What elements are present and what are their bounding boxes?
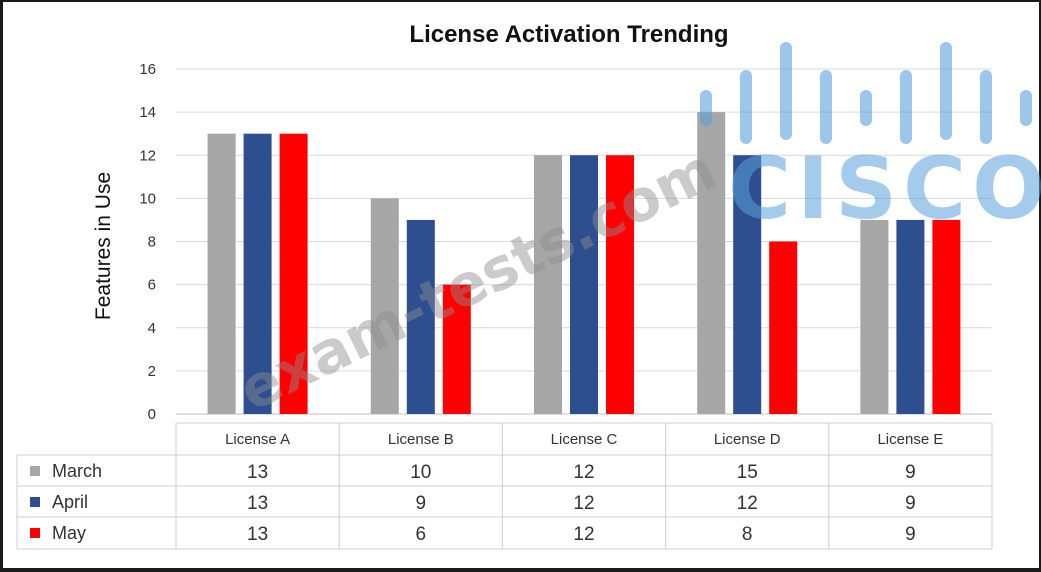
- data-label: 9: [905, 524, 916, 545]
- y-tick-label: 10: [139, 190, 156, 207]
- cisco-logo-bars-icon: [700, 42, 1032, 144]
- bar-march-3: [534, 155, 562, 414]
- category-label: License B: [388, 431, 454, 448]
- cisco-logo-text: CISCO: [728, 139, 1041, 239]
- bar-may-5: [932, 219, 961, 414]
- bar-march-2: [370, 198, 399, 414]
- y-tick-label: 12: [139, 147, 156, 164]
- data-label: 6: [416, 524, 427, 545]
- bar-may-1: [279, 133, 308, 414]
- data-label: 12: [573, 462, 594, 483]
- data-label: 13: [247, 493, 268, 514]
- bar-may-3: [606, 155, 634, 414]
- y-tick-label: 6: [148, 277, 156, 294]
- data-label: 8: [742, 524, 753, 545]
- y-tick-label: 16: [139, 61, 156, 78]
- legend-swatch-may: [30, 528, 40, 538]
- data-label: 15: [737, 462, 758, 483]
- bar-april-5: [896, 219, 925, 414]
- data-label: 12: [737, 493, 758, 514]
- category-label: License D: [714, 431, 781, 448]
- y-tick-label: 8: [148, 234, 156, 251]
- data-label: 9: [416, 493, 427, 514]
- data-label: 9: [905, 462, 916, 483]
- bar-april-1: [243, 133, 272, 414]
- y-axis-ticks: 0 2 4 6 8 10 12 14 16: [139, 61, 156, 423]
- bar-april-4: [733, 155, 762, 414]
- data-label: 13: [247, 524, 268, 545]
- bar-may-4: [769, 241, 798, 414]
- legend-label-march: March: [52, 461, 102, 481]
- data-label: 9: [905, 493, 916, 514]
- bars: [207, 112, 961, 414]
- bar-april-3: [570, 155, 598, 414]
- y-tick-label: 4: [148, 320, 156, 337]
- data-label: 13: [247, 462, 268, 483]
- bar-may-2: [442, 284, 471, 414]
- y-tick-label: 14: [139, 104, 156, 121]
- data-label: 12: [573, 493, 594, 514]
- category-label: License A: [225, 431, 290, 448]
- bar-march-1: [207, 133, 236, 414]
- chart-title: License Activation Trending: [409, 21, 728, 48]
- bar-april-2: [406, 219, 435, 414]
- bar-march-4: [697, 112, 726, 414]
- legend-swatch-april: [30, 497, 40, 507]
- gridlines: [176, 68, 992, 415]
- data-label: 10: [410, 462, 431, 483]
- y-tick-label: 2: [148, 363, 156, 380]
- legend-label-april: April: [52, 492, 88, 512]
- legend-swatch-march: [30, 466, 40, 476]
- category-label: License C: [551, 431, 618, 448]
- y-axis-label: Features in Use: [92, 172, 115, 320]
- legend-label-may: May: [52, 523, 86, 543]
- bar-march-5: [860, 219, 889, 414]
- cisco-logo: CISCO: [700, 42, 1041, 239]
- category-label: License E: [877, 431, 943, 448]
- data-label: 12: [573, 524, 594, 545]
- data-table: License A License B License C License D Lice…: [16, 422, 993, 550]
- y-tick-label: 0: [148, 406, 156, 423]
